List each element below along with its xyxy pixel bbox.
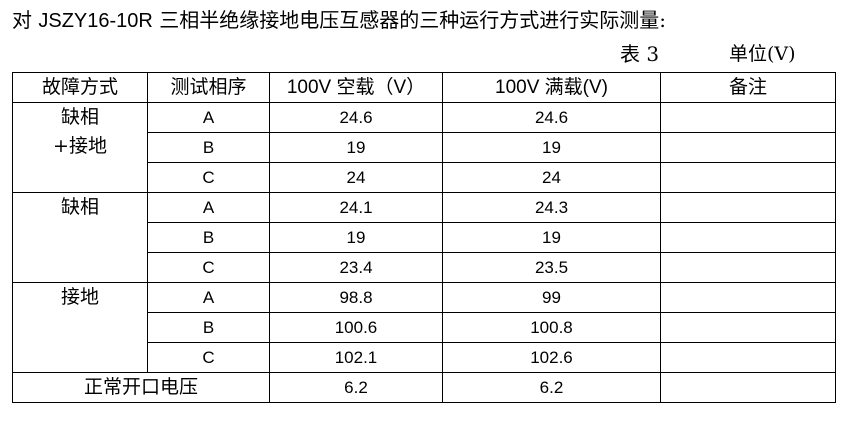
model-number: JSZY16-10R bbox=[38, 10, 153, 32]
remark-cell bbox=[660, 252, 836, 283]
fault-mode-label-line: 缺相 bbox=[60, 196, 99, 218]
full-load-value: 6.2 bbox=[442, 372, 661, 403]
header-full-load: 100V 满载(V) bbox=[442, 72, 661, 103]
remark-cell bbox=[660, 102, 836, 133]
phase-cell: C bbox=[147, 162, 270, 193]
fault-mode-label-line: +接地 bbox=[53, 135, 107, 157]
phase-cell: B bbox=[147, 222, 270, 253]
no-load-value: 24 bbox=[269, 162, 443, 193]
header-remark: 备注 bbox=[660, 72, 836, 103]
full-load-value: 19 bbox=[442, 132, 661, 163]
full-load-value: 24.6 bbox=[442, 102, 661, 133]
no-load-value: 24.1 bbox=[269, 192, 443, 223]
remark-cell bbox=[660, 342, 836, 373]
phase-cell: A bbox=[147, 192, 270, 223]
fault-mode-cell: 接地 bbox=[12, 282, 148, 373]
no-load-value: 100.6 bbox=[269, 312, 443, 343]
table-row: C 102.1 102.6 bbox=[13, 342, 836, 373]
no-load-value: 24.6 bbox=[269, 102, 443, 133]
no-load-value: 102.1 bbox=[269, 342, 443, 373]
normal-open-voltage-label: 正常开口电压 bbox=[12, 372, 270, 403]
unit-label: 单位(V) bbox=[729, 43, 796, 65]
full-load-value: 102.6 bbox=[442, 342, 661, 373]
no-load-value: 19 bbox=[269, 222, 443, 253]
header-row: 故障方式 测试相序 100V 空载（V） 100V 满载(V) 备注 bbox=[12, 72, 836, 103]
phase-cell: B bbox=[147, 132, 270, 163]
full-load-value: 100.8 bbox=[442, 312, 661, 343]
normal-open-voltage-row: 正常开口电压 6.2 6.2 bbox=[12, 372, 836, 403]
fault-mode-cell: 缺相 +接地 bbox=[12, 102, 148, 193]
remark-cell bbox=[660, 192, 836, 223]
no-load-value: 23.4 bbox=[269, 252, 443, 283]
fault-mode-cell: 缺相 bbox=[12, 192, 148, 283]
fault-mode-label-line: 缺相 bbox=[60, 106, 99, 128]
intro-prefix: 对 bbox=[12, 8, 39, 32]
header-no-load: 100V 空载（V） bbox=[269, 72, 443, 103]
intro-suffix: 三相半绝缘接地电压互感器的三种运行方式进行实际测量: bbox=[152, 8, 666, 32]
no-load-value: 98.8 bbox=[269, 282, 443, 313]
full-load-value: 99 bbox=[442, 282, 661, 313]
header-fault-mode: 故障方式 bbox=[12, 72, 148, 103]
remark-cell bbox=[660, 162, 836, 193]
fault-mode-label-line: 接地 bbox=[60, 286, 99, 308]
remark-cell bbox=[660, 222, 836, 253]
no-load-value: 6.2 bbox=[269, 372, 443, 403]
phase-cell: A bbox=[147, 102, 270, 133]
full-load-value: 24.3 bbox=[442, 192, 661, 223]
remark-cell bbox=[660, 132, 836, 163]
phase-cell: C bbox=[147, 252, 270, 283]
phase-cell: A bbox=[147, 282, 270, 313]
table-number: 表 3 bbox=[620, 42, 660, 66]
header-phase: 测试相序 bbox=[147, 72, 270, 103]
remark-cell bbox=[660, 372, 836, 403]
table-row: C 24 24 bbox=[13, 162, 836, 193]
table-row: C 23.4 23.5 bbox=[13, 252, 836, 283]
full-load-value: 19 bbox=[442, 222, 661, 253]
full-load-value: 23.5 bbox=[442, 252, 661, 283]
phase-cell: C bbox=[147, 342, 270, 373]
full-load-value: 24 bbox=[442, 162, 661, 193]
phase-cell: B bbox=[147, 312, 270, 343]
table-row: 缺相 A 24.1 24.3 bbox=[12, 192, 836, 283]
remark-cell bbox=[660, 312, 836, 343]
no-load-value: 19 bbox=[269, 132, 443, 163]
measurement-table: 故障方式 测试相序 100V 空载（V） 100V 满载(V) 备注 缺相 +接地… bbox=[12, 72, 836, 403]
table-row: 接地 A 98.8 99 bbox=[12, 282, 836, 373]
intro-text: 对 JSZY16-10R 三相半绝缘接地电压互感器的三种运行方式进行实际测量: bbox=[12, 6, 666, 35]
table-row: B 19 19 bbox=[13, 222, 836, 253]
remark-cell bbox=[660, 282, 836, 313]
table-row: 缺相 +接地 A 24.6 24.6 bbox=[12, 102, 836, 193]
